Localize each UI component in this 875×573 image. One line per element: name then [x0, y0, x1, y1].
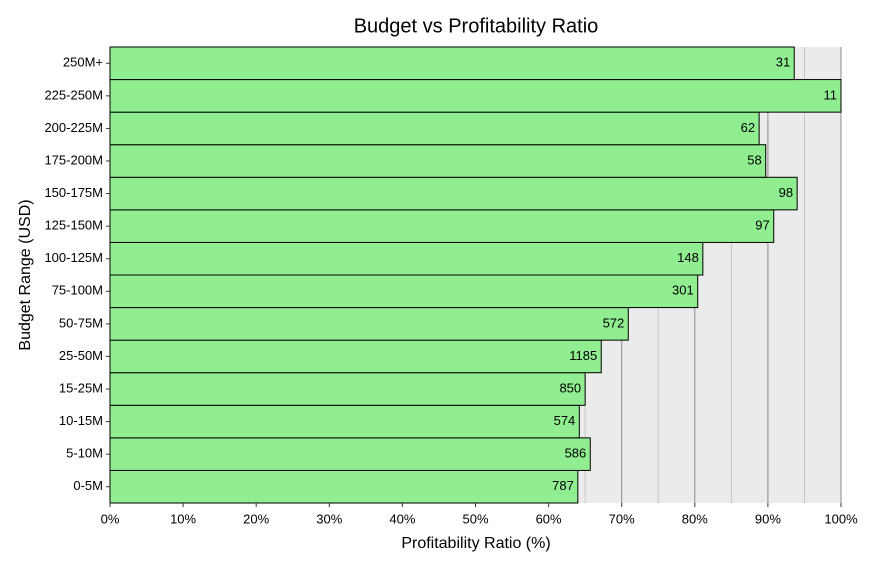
y-tick-label: 50-75M	[59, 315, 103, 330]
bar	[109, 209, 775, 243]
data-label: 148	[677, 250, 699, 265]
data-label: 586	[565, 446, 587, 461]
x-tick-label: 50%	[462, 511, 488, 526]
data-label: 850	[559, 380, 581, 395]
x-tick-label: 20%	[243, 511, 269, 526]
bar	[109, 144, 767, 178]
y-tick-label: 25-50M	[59, 348, 103, 363]
y-tick-label: 150-175M	[44, 185, 103, 200]
data-label: 97	[755, 218, 769, 233]
bar	[109, 274, 699, 309]
data-label: 31	[776, 55, 790, 70]
bar	[109, 176, 798, 211]
x-tick-label: 10%	[170, 511, 196, 526]
y-axis-label: Budget Range (USD)	[17, 199, 34, 350]
x-tick-label: 30%	[316, 511, 342, 526]
bar	[109, 307, 629, 341]
bar	[109, 241, 704, 276]
y-tick-label: 15-25M	[59, 380, 103, 395]
bar	[109, 79, 842, 113]
x-tick-label: 60%	[536, 511, 562, 526]
y-tick-label: 10-15M	[59, 413, 103, 428]
bar	[109, 339, 602, 374]
y-tick-label: 125-150M	[44, 218, 103, 233]
data-label: 58	[747, 152, 761, 167]
bar	[109, 111, 760, 146]
data-label: 574	[554, 413, 576, 428]
x-axis-label: Profitability Ratio (%)	[401, 535, 550, 552]
x-tick-label: 100%	[824, 511, 858, 526]
bar	[109, 46, 795, 81]
data-label: 301	[672, 283, 694, 298]
data-label: 572	[603, 315, 625, 330]
y-tick-label: 175-200M	[44, 152, 103, 167]
y-tick-label: 5-10M	[66, 446, 103, 461]
x-tick-label: 0%	[101, 511, 120, 526]
y-tick-label: 0-5M	[73, 478, 103, 493]
y-tick-label: 225-250M	[44, 87, 103, 102]
x-tick-label: 90%	[755, 511, 781, 526]
x-tick-label: 70%	[609, 511, 635, 526]
data-label: 1185	[569, 348, 597, 363]
y-tick-label: 250M+	[63, 55, 103, 70]
bar	[109, 372, 586, 406]
y-tick-label: 100-125M	[44, 250, 103, 265]
data-label: 98	[779, 185, 793, 200]
x-tick-label: 40%	[389, 511, 415, 526]
data-label: 62	[741, 120, 755, 135]
chart-title: Budget vs Profitability Ratio	[354, 15, 599, 37]
y-tick-label: 75-100M	[52, 283, 103, 298]
bar	[109, 469, 579, 504]
bar	[109, 437, 591, 471]
y-tick-label: 200-225M	[44, 120, 103, 135]
x-tick-label: 80%	[682, 511, 708, 526]
data-label: 787	[552, 478, 574, 493]
bar	[109, 404, 580, 439]
data-label: 11	[824, 87, 838, 102]
